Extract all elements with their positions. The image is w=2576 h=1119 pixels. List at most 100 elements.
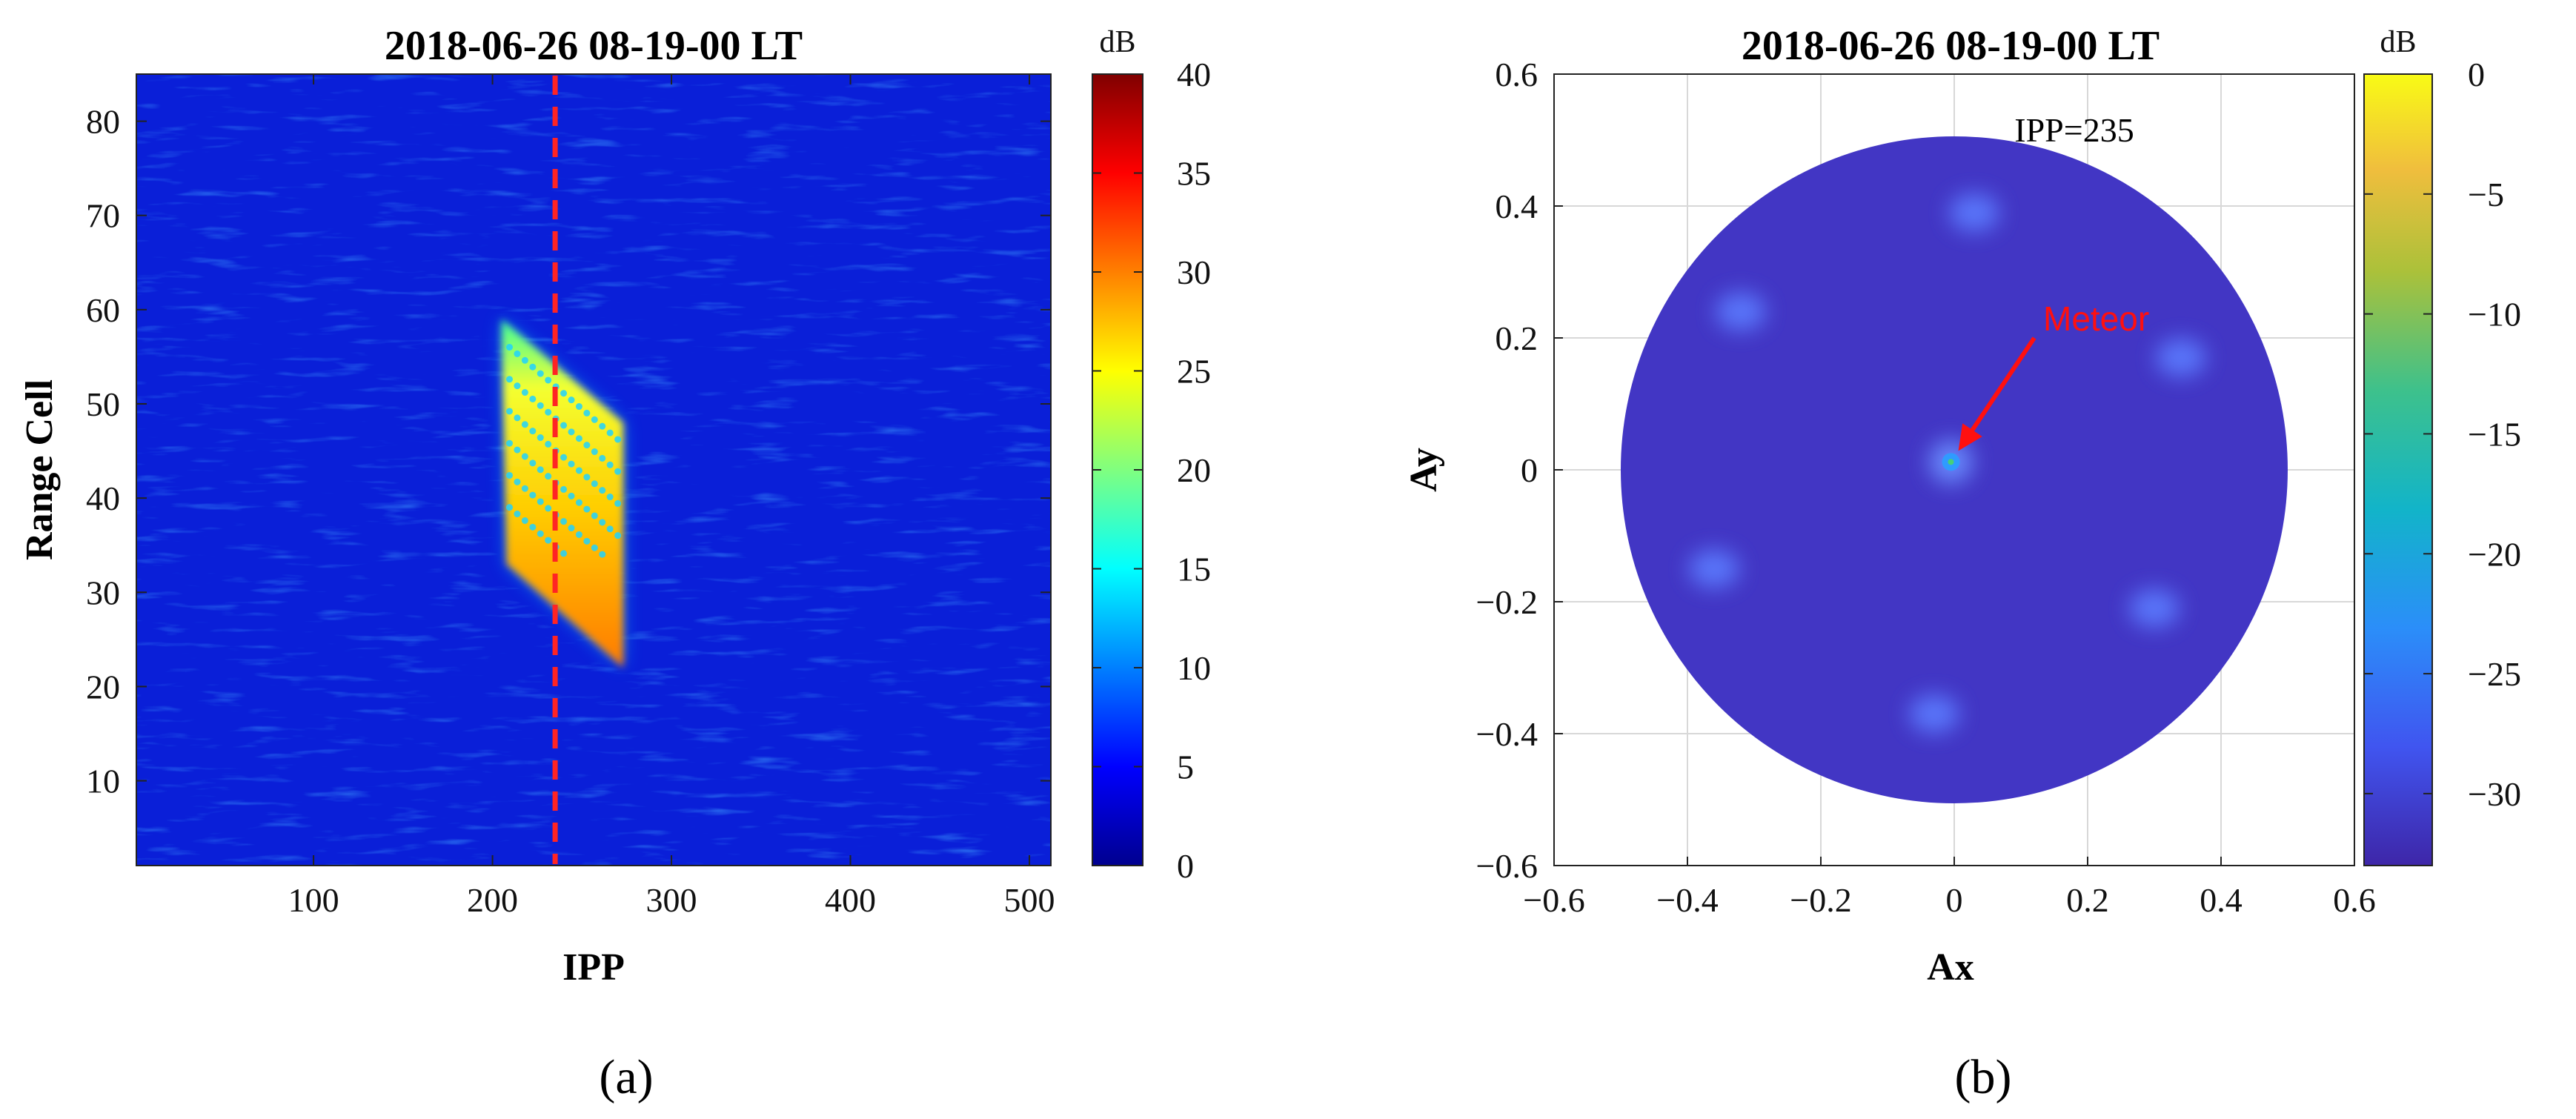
interference-dot (583, 442, 591, 449)
x-tick-label: 100 (288, 881, 339, 919)
sidelobe-blob (1716, 292, 1766, 331)
interference-dot (560, 485, 568, 493)
interference-dot (575, 499, 582, 506)
colorbar-tick-label: 5 (1177, 748, 1194, 786)
meteor-center (1948, 459, 1954, 465)
panel-a-frame (136, 73, 1052, 866)
interference-dot (606, 429, 614, 436)
sidelobe-blob (2129, 588, 2180, 628)
panel-b: 2018-06-26 08-19-00 LT −0.6 −0.4 −0.2 0 0.2 0… (1403, 23, 2521, 1104)
colorbar-tick-label: 35 (1177, 155, 1211, 193)
y-tick-label: 30 (86, 574, 120, 611)
y-tick-label: 80 (86, 103, 120, 141)
interference-dot (583, 537, 591, 545)
colorbar-tick-label: −5 (2468, 176, 2504, 213)
panel-b-label: (b) (1955, 1050, 2012, 1104)
interference-dot (599, 519, 606, 526)
interference-dot (591, 448, 598, 456)
interference-dot (537, 370, 544, 377)
interference-dot (560, 390, 568, 397)
interference-dot (568, 525, 575, 532)
interference-dot (521, 453, 528, 460)
panel-b-colorbar-unit: dB (2380, 25, 2416, 59)
colorbar-tick-label: 20 (1177, 451, 1211, 489)
y-tick-label: 0.2 (1496, 319, 1538, 357)
x-tick-label: 500 (1004, 881, 1055, 919)
panel-a-colorbar-unit: dB (1099, 25, 1135, 59)
colorbar-tick-label: 0 (2468, 56, 2485, 93)
interference-dot (599, 551, 606, 558)
colorbar-tick-label: 15 (1177, 551, 1211, 588)
panel-a-xlabel: IPP (562, 946, 625, 989)
interference-dot (537, 466, 544, 474)
interference-dot (529, 395, 537, 402)
y-tick-label: −0.6 (1476, 847, 1538, 885)
interference-dot (568, 492, 575, 499)
interference-dot (583, 474, 591, 481)
interference-dot (606, 461, 614, 468)
interference-dot (514, 414, 521, 422)
interference-dot (599, 422, 606, 430)
y-tick-label: 0.6 (1496, 56, 1538, 93)
interference-dot (537, 530, 544, 537)
interference-dot (545, 505, 552, 512)
interference-dot (537, 434, 544, 442)
interference-dot (575, 467, 582, 474)
interference-dot (545, 473, 552, 480)
y-tick-label: 70 (86, 197, 120, 235)
interference-dot (545, 440, 552, 448)
colorbar-tick-label: −10 (2468, 296, 2521, 333)
meteor-arrow (1971, 336, 2036, 431)
interference-dot (529, 523, 537, 531)
interference-dot (529, 363, 537, 371)
panel-a: 2018-06-26 08-19-00 LT 100 200 300 400 50010… (19, 23, 1211, 1104)
y-tick-label: 0.4 (1496, 187, 1538, 225)
meteor-label: Meteor (2043, 299, 2149, 338)
interference-dot (514, 446, 521, 454)
x-tick-label: 200 (467, 881, 518, 919)
interference-dot (514, 350, 521, 357)
interference-dot (560, 454, 568, 461)
interference-dot (575, 403, 582, 411)
panel-a-label: (a) (599, 1050, 653, 1104)
interference-dot (606, 525, 614, 533)
sidelobe-blob (2156, 338, 2206, 377)
sidelobe-blob (1689, 549, 1739, 588)
interference-dot (591, 416, 598, 423)
interference-dot (506, 408, 514, 415)
interference-dot (614, 468, 622, 475)
interference-dot (545, 376, 552, 384)
panel-b-title: 2018-06-26 08-19-00 LT (1742, 23, 2160, 69)
interference-dot (514, 478, 521, 485)
colorbar-tick-label: −25 (2468, 655, 2521, 693)
interference-dot (568, 460, 575, 468)
interference-dot (599, 454, 606, 462)
sidelobe-blob (1909, 694, 1959, 734)
interference-dot (568, 396, 575, 404)
colorbar-tick-label: 40 (1177, 56, 1211, 93)
y-tick-label: 50 (86, 385, 120, 423)
x-tick-label: 300 (646, 881, 697, 919)
echo-core (501, 319, 623, 668)
sidelobe-blobs (1689, 193, 2206, 734)
interference-dot (583, 409, 591, 416)
colorbar-tick-label: −15 (2468, 415, 2521, 453)
interference-dot (606, 494, 614, 501)
interference-dot (591, 512, 598, 519)
panel-a-plot-area (136, 74, 1051, 866)
interference-dot (506, 439, 514, 447)
meteor-echo-region (501, 319, 623, 668)
colorbar-tick-label: 10 (1177, 649, 1211, 687)
panel-b-xlabel: Ax (1927, 946, 1974, 989)
interference-dot (568, 428, 575, 436)
interference-dot (521, 517, 528, 524)
colorbar-tick-label: −30 (2468, 775, 2521, 813)
y-tick-label: 10 (86, 763, 120, 800)
interference-dot (514, 511, 521, 518)
ipp-annotation: IPP=235 (2014, 111, 2134, 149)
x-tick-label: 0.6 (2333, 881, 2376, 919)
interference-dot (537, 402, 544, 409)
interference-dot (560, 518, 568, 525)
interference-dot (545, 537, 552, 544)
